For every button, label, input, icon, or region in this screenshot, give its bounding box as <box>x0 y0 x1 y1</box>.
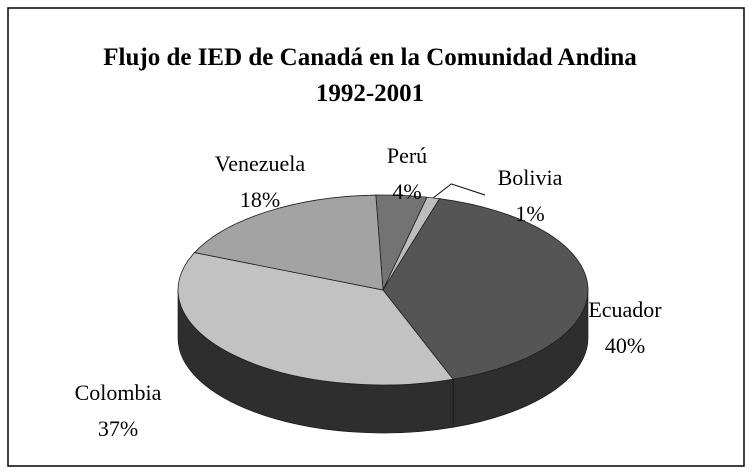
slice-value-label: 1% <box>515 201 544 226</box>
slice-label: Perú <box>387 143 427 168</box>
slice-label: Ecuador <box>588 297 662 322</box>
slice-value-label: 37% <box>98 416 138 441</box>
slice-label: Venezuela <box>215 151 306 176</box>
slice-label: Colombia <box>75 380 162 405</box>
slice-value-label: 40% <box>605 333 645 358</box>
leader-line <box>432 183 486 199</box>
slice-label: Bolivia <box>498 165 563 190</box>
chart-title: Flujo de IED de Canadá en la Comunidad A… <box>103 44 637 107</box>
slice <box>177 252 454 386</box>
chart-border <box>7 7 745 467</box>
slice <box>382 198 589 380</box>
slice-value-label: 18% <box>240 187 280 212</box>
slice-value-label: 4% <box>392 179 421 204</box>
slice <box>193 194 384 291</box>
